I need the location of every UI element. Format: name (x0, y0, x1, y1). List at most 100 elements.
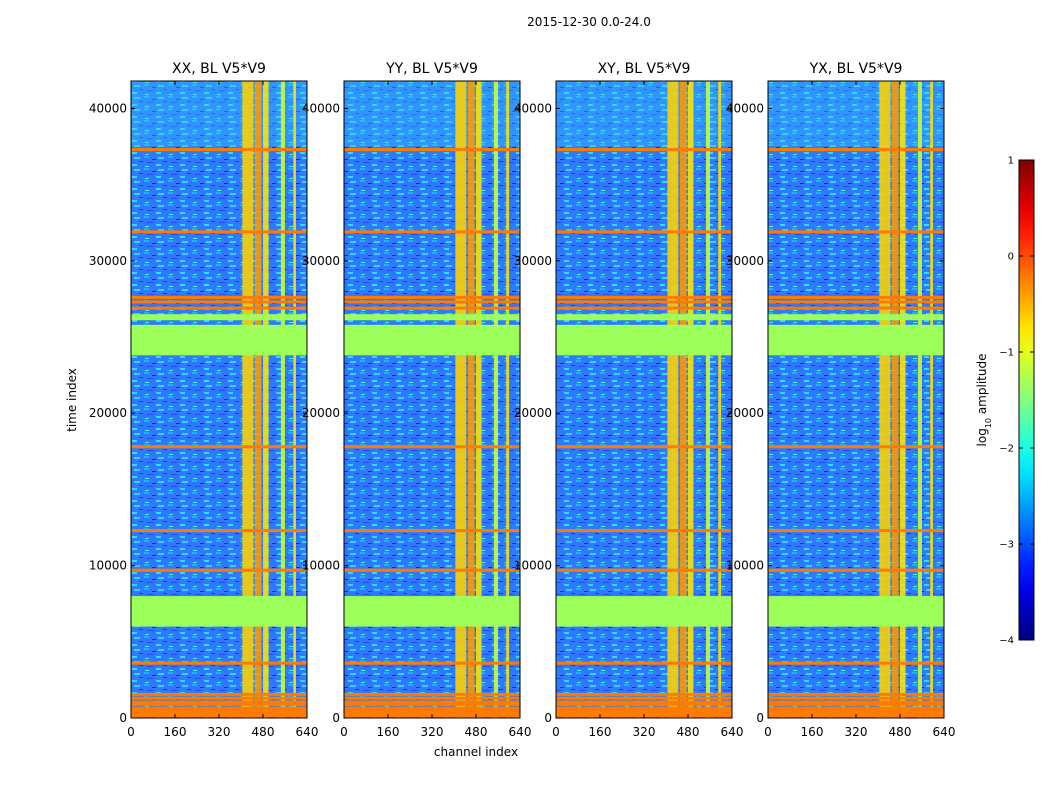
x-tick-label: 160 (589, 725, 612, 739)
bad-time-row (556, 702, 732, 706)
bad-time-row (556, 692, 732, 696)
channel-band (900, 81, 906, 718)
channel-band (688, 81, 694, 718)
heatmap-region (556, 81, 732, 147)
colorbar-gradient (1018, 159, 1035, 641)
bad-time-row (556, 696, 732, 700)
flagged-block (131, 314, 307, 321)
y-tick-label: 10000 (89, 559, 127, 573)
channel-band (891, 81, 899, 718)
channel-band (879, 81, 891, 718)
flagged-block (344, 314, 520, 321)
bad-time-row (768, 445, 944, 449)
x-tick-label: 640 (933, 725, 956, 739)
panel-yy: YY, BL V5*V9 0 160 320 480 640 0 10000 20000 3000… (302, 61, 532, 739)
bad-time-row (344, 696, 520, 700)
bad-time-row (556, 306, 732, 310)
channel-band (280, 81, 285, 718)
y-tick-label: 20000 (514, 406, 552, 420)
bad-time-row (131, 568, 307, 572)
bad-time-row (131, 696, 307, 700)
bad-time-row (768, 568, 944, 572)
bad-time-row (344, 529, 520, 533)
bad-time-row (768, 661, 944, 665)
bad-time-row (344, 702, 520, 706)
y-axis-label: time index (65, 368, 79, 432)
bad-time-row (556, 568, 732, 572)
bad-time-row (131, 709, 307, 713)
bad-time-row (344, 568, 520, 572)
channel-band (263, 81, 269, 718)
bad-time-row (344, 700, 520, 704)
x-tick-label: 0 (340, 725, 348, 739)
y-tick-label: 40000 (89, 101, 127, 115)
bad-time-row (768, 706, 944, 710)
x-tick-label: 320 (633, 725, 656, 739)
y-tick-label: 30000 (302, 254, 340, 268)
y-tick-label: 0 (544, 711, 552, 725)
flagged-block (768, 596, 944, 627)
bad-time-row (131, 230, 307, 234)
y-tick-label: 20000 (89, 406, 127, 420)
panel-yx: YX, BL V5*V9 0 160 320 480 640 0 10000 20000 3000… (726, 61, 956, 739)
y-tick-label: 20000 (726, 406, 764, 420)
channel-band (455, 81, 467, 718)
bad-time-row (344, 711, 520, 715)
x-tick-label: 320 (421, 725, 444, 739)
bad-time-row (131, 529, 307, 533)
bad-time-row (556, 709, 732, 713)
flagged-block (556, 324, 732, 356)
x-tick-label: 480 (677, 725, 700, 739)
bad-time-row (344, 300, 520, 304)
y-tick-label: 30000 (514, 254, 552, 268)
channel-band (917, 81, 922, 718)
heatmap-region (131, 81, 307, 147)
x-tick-label: 480 (465, 725, 488, 739)
bad-time-row (344, 295, 520, 299)
x-tick-label: 160 (164, 725, 187, 739)
bad-time-row (344, 661, 520, 665)
flagged-block (131, 596, 307, 627)
channel-band (493, 81, 498, 718)
bad-time-row (131, 692, 307, 696)
x-tick-label: 320 (208, 725, 231, 739)
channel-band (476, 81, 482, 718)
bad-time-row (768, 692, 944, 696)
channel-band (679, 81, 687, 718)
bad-time-row (131, 702, 307, 706)
x-tick-label: 0 (764, 725, 772, 739)
channel-band (242, 81, 254, 718)
bad-time-row (344, 230, 520, 234)
x-tick-label: 640 (296, 725, 319, 739)
bad-time-row (768, 300, 944, 304)
channel-band (293, 81, 296, 718)
bad-time-row (556, 529, 732, 533)
bad-time-row (131, 445, 307, 449)
bad-time-row (556, 711, 732, 715)
bad-time-row (131, 700, 307, 704)
x-tick-label: 480 (889, 725, 912, 739)
y-tick-label: 10000 (302, 559, 340, 573)
y-tick-label: 20000 (302, 406, 340, 420)
flagged-block (768, 314, 944, 321)
y-tick-label: 30000 (726, 254, 764, 268)
bad-time-row (131, 661, 307, 665)
y-tick-label: 10000 (514, 559, 552, 573)
bad-time-row (344, 692, 520, 696)
panels: XX, BL V5*V9 0 160 320 480 640 0 10000 20000 3000… (89, 61, 956, 739)
colorbar-tick-label: −1 (999, 348, 1014, 359)
bad-time-row (556, 148, 732, 152)
x-axis-label: channel index (434, 745, 518, 759)
bad-time-row (768, 700, 944, 704)
colorbar-label: log10 amplitude (975, 354, 993, 447)
y-tick-label: 10000 (726, 559, 764, 573)
x-tick-label: 320 (845, 725, 868, 739)
x-tick-label: 0 (127, 725, 135, 739)
bad-time-row (768, 148, 944, 152)
bad-time-row (131, 148, 307, 152)
x-tick-label: 160 (801, 725, 824, 739)
x-tick-label: 480 (252, 725, 275, 739)
colorbar-tick-label: 1 (1008, 156, 1014, 167)
x-tick-label: 0 (552, 725, 560, 739)
